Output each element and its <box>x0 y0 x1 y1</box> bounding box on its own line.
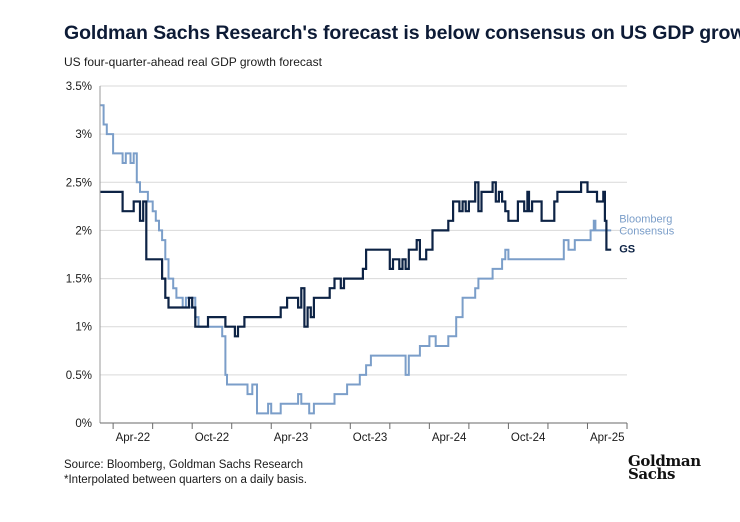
x-tick-label: Apr-24 <box>432 432 467 444</box>
x-tick-label: Apr-22 <box>116 432 151 444</box>
y-tick-label: 2% <box>75 225 92 237</box>
axis-layer: 0% 0.5% 1% 1.5% 2% 2.5% 3% 3.5% Apr-22 Oct-22 Apr-… <box>66 81 628 444</box>
x-tick-label: Apr-25 <box>590 432 625 444</box>
logo-line-1: Goldman <box>628 452 701 470</box>
interpolation-note: *Interpolated between quarters on a dail… <box>64 474 307 486</box>
source-note: Source: Bloomberg, Goldman Sachs Researc… <box>64 459 304 471</box>
consensus-series-label: Consensus <box>619 225 675 237</box>
logo-line-2: Sachs <box>628 465 676 483</box>
y-tick-label: 1% <box>75 322 92 334</box>
y-tick-label: 2.5% <box>66 177 92 189</box>
y-tick-label: 1.5% <box>66 274 92 286</box>
consensus-series-line <box>100 104 612 415</box>
consensus-series-label: Bloomberg <box>619 213 672 225</box>
chart-footer: Source: Bloomberg, Goldman Sachs Researc… <box>64 458 307 488</box>
y-tick-label: 0.5% <box>66 370 92 382</box>
y-tick-label: 3.5% <box>66 81 92 93</box>
chart-title: Goldman Sachs Research's forecast is bel… <box>64 22 740 44</box>
x-tick-label: Apr-23 <box>274 432 309 444</box>
y-tick-label: 0% <box>75 418 92 430</box>
x-tick-label: Oct-22 <box>195 432 230 444</box>
x-tick-label: Oct-24 <box>511 432 546 444</box>
chart-subtitle: US four-quarter-ahead real GDP growth fo… <box>64 55 322 69</box>
y-tick-label: 3% <box>75 129 92 141</box>
gs-series-line <box>100 181 612 338</box>
goldman-sachs-logo: Goldman Sachs <box>628 452 701 483</box>
gs-series-label: GS <box>619 244 635 256</box>
x-tick-label: Oct-23 <box>353 432 388 444</box>
grid-layer <box>100 85 627 376</box>
series-layer <box>100 104 612 415</box>
